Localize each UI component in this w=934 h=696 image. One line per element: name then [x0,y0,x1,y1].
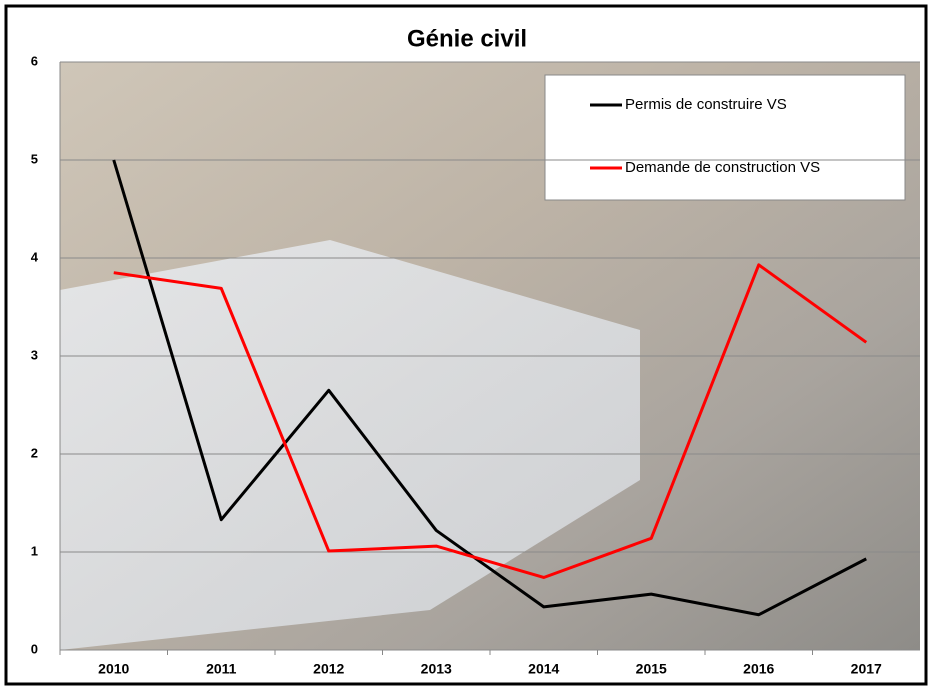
legend-label: Permis de construire VS [625,96,787,113]
x-tick-label: 2011 [206,661,237,677]
y-tick-label: 1 [31,543,38,558]
legend-label: Demande de construction VS [625,159,820,176]
y-tick-label: 5 [31,151,38,166]
background-paper [60,240,640,650]
y-tick-label: 6 [31,53,38,68]
x-tick-label: 2013 [421,661,452,677]
legend [544,74,906,201]
y-tick-label: 4 [31,249,39,264]
x-tick-label: 2014 [528,661,559,677]
x-tick-label: 2010 [98,661,129,677]
series-line [113,263,868,579]
x-tick-label: 2016 [743,661,774,677]
series-line [112,159,867,617]
chart-title: Génie civil [407,25,527,52]
y-tick-label: 3 [31,347,38,362]
x-tick-label: 2015 [636,661,667,677]
x-tick-label: 2012 [313,661,344,677]
y-tick-label: 0 [31,641,38,656]
y-tick-label: 2 [31,445,38,460]
x-tick-label: 2017 [851,661,882,677]
